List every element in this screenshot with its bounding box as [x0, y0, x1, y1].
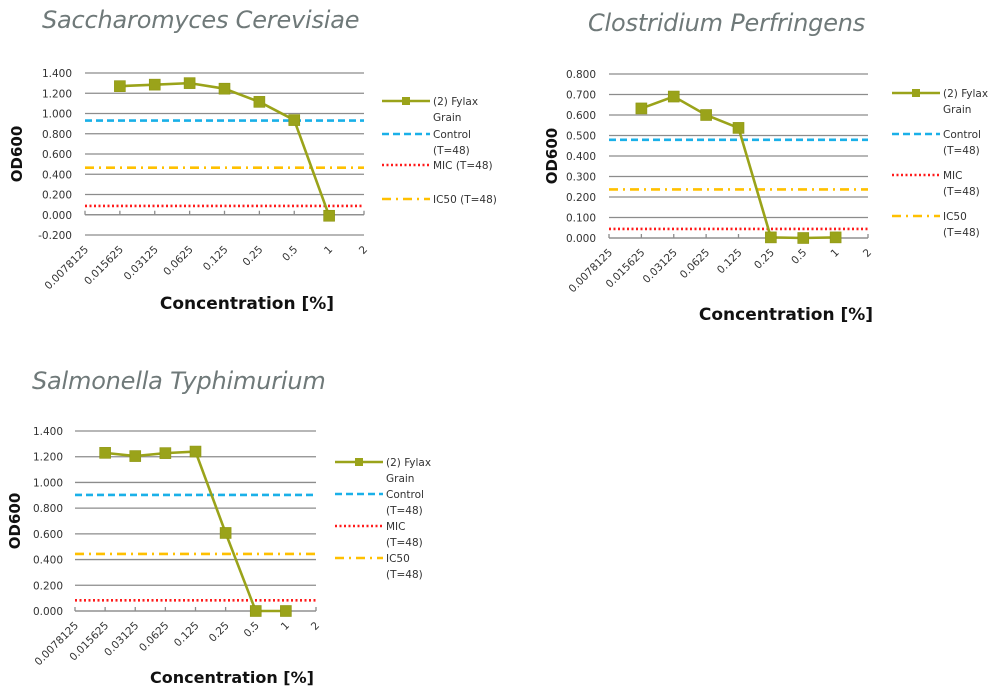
legend-label: (2) Fylax	[943, 88, 988, 100]
y-tick-label: 1.400	[42, 68, 72, 80]
y-tick-label: 0.500	[566, 131, 596, 143]
y-tick-label: 0.800	[33, 503, 63, 515]
y-tick-label: 0.400	[42, 169, 72, 181]
data-point-marker	[183, 77, 196, 89]
legend-label: Grain	[386, 473, 414, 485]
legend-label: (T=48)	[943, 186, 980, 198]
legend-label: (T=48)	[943, 145, 980, 157]
data-point-marker	[829, 231, 842, 244]
chart-title: Salmonella Typhimurium	[32, 367, 326, 395]
y-axis-title: OD600	[8, 126, 26, 183]
y-tick-label: 0.100	[566, 213, 596, 225]
y-tick-label: 0.000	[42, 210, 72, 222]
y-tick-label: 0.300	[566, 172, 596, 184]
legend-label: Control	[433, 129, 471, 141]
legend-label: MIC	[943, 170, 963, 182]
chart-title: Clostridium Perfringens	[588, 9, 866, 37]
y-axis-title: OD600	[6, 493, 24, 550]
data-point-marker	[732, 122, 745, 134]
data-point-marker	[635, 102, 648, 115]
y-tick-label: 0.600	[566, 110, 596, 122]
data-point-marker	[99, 447, 111, 459]
legend-label: (2) Fylax	[433, 96, 478, 108]
x-axis-title: Concentration [%]	[699, 305, 873, 325]
x-tick-label: 0.25	[207, 620, 232, 645]
x-tick-label: 0.5	[242, 620, 262, 640]
legend-label: Grain	[943, 104, 971, 116]
legend-label: (T=48)	[386, 569, 423, 581]
y-tick-label: 1.000	[42, 109, 72, 121]
data-point-marker	[219, 527, 232, 539]
y-tick-label: 1.000	[33, 477, 63, 489]
data-point-marker	[797, 232, 810, 244]
y-tick-label: 0.000	[33, 606, 63, 618]
y-tick-label: 0.600	[42, 149, 72, 161]
data-point-marker	[280, 605, 292, 617]
y-tick-label: 1.200	[33, 452, 63, 464]
data-point-marker	[323, 209, 335, 222]
y-tick-label: 0.200	[33, 580, 63, 592]
legend-label: IC50	[943, 211, 967, 223]
y-tick-label: 0.800	[42, 129, 72, 141]
legend-label: MIC	[386, 521, 406, 533]
legend-swatch-marker	[355, 458, 363, 466]
x-tick-label: 1	[279, 620, 292, 633]
y-tick-label: -0.200	[38, 230, 72, 242]
legend-label: (T=48)	[943, 227, 980, 239]
data-point-marker	[129, 450, 142, 462]
y-tick-label: 0.800	[566, 69, 596, 81]
legend-label: Control	[943, 129, 981, 141]
legend-swatch-marker	[912, 89, 920, 97]
legend-label: IC50	[386, 553, 410, 565]
data-point-marker	[148, 78, 161, 91]
legend-swatch-marker	[402, 97, 410, 105]
legend-label: (T=48)	[386, 537, 423, 549]
x-tick-label: 2	[309, 620, 322, 633]
data-point-marker	[288, 114, 301, 126]
chart-title: Saccharomyces Cerevisiae	[42, 6, 360, 34]
legend-label: IC50 (T=48)	[433, 194, 497, 206]
y-tick-label: 0.400	[33, 555, 63, 567]
data-point-marker	[765, 231, 777, 244]
data-point-marker	[700, 109, 712, 121]
legend-label: (T=48)	[386, 505, 423, 517]
legend-label: MIC (T=48)	[433, 160, 493, 172]
y-tick-label: 0.700	[566, 90, 596, 102]
y-axis-title: OD600	[543, 128, 561, 185]
data-point-marker	[253, 96, 266, 108]
data-point-marker	[249, 605, 262, 617]
y-tick-label: 0.200	[566, 192, 596, 204]
data-point-marker	[667, 90, 680, 103]
legend-label: Grain	[433, 112, 461, 124]
y-tick-label: 0.400	[566, 151, 596, 163]
series-line	[104, 450, 286, 613]
x-tick-label: 0.125	[172, 620, 202, 650]
legend-label: Control	[386, 489, 424, 501]
y-tick-label: 1.200	[42, 88, 72, 100]
y-tick-label: 0.200	[42, 190, 72, 202]
data-point-marker	[114, 80, 126, 92]
y-tick-label: 0.000	[566, 233, 596, 245]
x-tick-label: 0.0625	[137, 620, 171, 654]
data-point-marker	[189, 445, 202, 458]
data-point-marker	[159, 447, 172, 459]
x-axis-title: Concentration [%]	[150, 668, 314, 687]
y-tick-label: 1.400	[33, 426, 63, 438]
x-axis-title: Concentration [%]	[160, 294, 334, 314]
legend-label: (T=48)	[433, 145, 470, 157]
legend-label: (2) Fylax	[386, 457, 431, 469]
data-point-marker	[218, 82, 231, 95]
y-tick-label: 0.600	[33, 529, 63, 541]
